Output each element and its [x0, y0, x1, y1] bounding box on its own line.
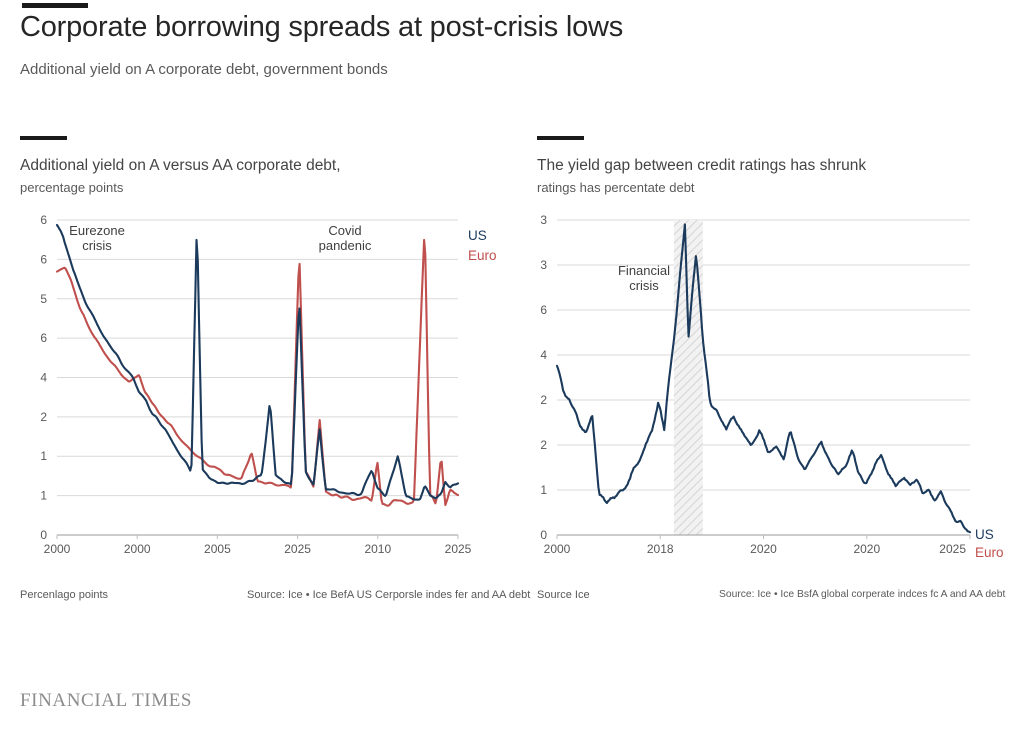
svg-text:2020: 2020 — [750, 542, 777, 556]
svg-text:1: 1 — [540, 483, 547, 497]
svg-text:2: 2 — [540, 438, 547, 452]
svg-text:US: US — [975, 527, 994, 542]
svg-text:3: 3 — [540, 258, 547, 272]
svg-text:6: 6 — [540, 303, 547, 317]
svg-text:Euro: Euro — [975, 545, 1004, 560]
svg-text:2020: 2020 — [853, 542, 880, 556]
svg-text:Financial: Financial — [618, 263, 670, 278]
svg-text:3: 3 — [540, 213, 547, 227]
svg-text:2025: 2025 — [939, 542, 966, 556]
svg-text:2: 2 — [540, 393, 547, 407]
svg-text:4: 4 — [540, 348, 547, 362]
svg-text:2018: 2018 — [647, 542, 674, 556]
svg-text:0: 0 — [540, 528, 547, 542]
svg-text:2000: 2000 — [544, 542, 571, 556]
svg-text:crisis: crisis — [629, 278, 659, 293]
